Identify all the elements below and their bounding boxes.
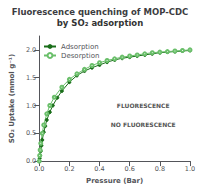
svg-text:Adsorption: Adsorption [61, 43, 99, 51]
svg-text:2.0: 2.0 [26, 46, 36, 54]
svg-text:1.5: 1.5 [26, 74, 36, 82]
svg-text:Desorption: Desorption [61, 52, 99, 60]
svg-text:0.4: 0.4 [94, 165, 104, 173]
svg-text:Fluorescence quenching of MOP-: Fluorescence quenching of MOP-CDC [12, 7, 189, 17]
svg-text:0.8: 0.8 [155, 165, 165, 173]
svg-text:FLUORESCENCE: FLUORESCENCE [117, 102, 170, 109]
svg-text:0.0: 0.0 [34, 165, 44, 173]
svg-text:0.6: 0.6 [125, 165, 135, 173]
svg-text:NO FLUORESCENCE: NO FLUORESCENCE [111, 121, 176, 128]
svg-text:0.2: 0.2 [64, 165, 74, 173]
svg-text:SO₂ Uptake (mmol g⁻¹): SO₂ Uptake (mmol g⁻¹) [8, 54, 16, 143]
svg-text:1.0: 1.0 [26, 102, 36, 110]
svg-text:by SO₂ adsorption: by SO₂ adsorption [57, 18, 143, 28]
svg-text:0.5: 0.5 [26, 129, 36, 137]
svg-text:1.0: 1.0 [185, 165, 195, 173]
svg-text:0.0: 0.0 [25, 157, 37, 166]
svg-text:Pressure (Bar): Pressure (Bar) [86, 177, 143, 185]
